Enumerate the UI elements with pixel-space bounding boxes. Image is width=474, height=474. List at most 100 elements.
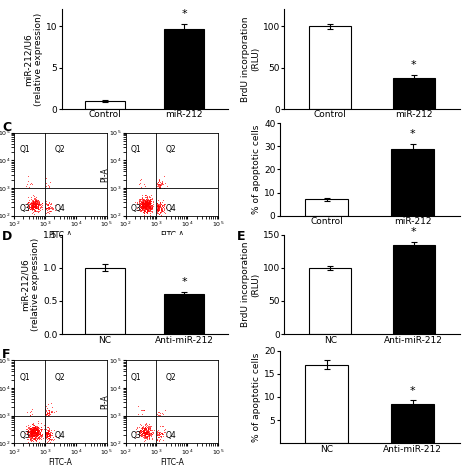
Point: [140, 197, 147, 204]
Point: [35, 427, 42, 434]
Point: [137, 428, 145, 436]
Point: [136, 195, 143, 203]
Point: [140, 427, 147, 435]
Point: [146, 198, 153, 206]
Point: [138, 200, 146, 207]
Point: [137, 430, 145, 438]
Point: [147, 429, 155, 437]
Point: [146, 199, 154, 206]
Point: [32, 428, 40, 436]
Text: Q3: Q3: [19, 204, 30, 213]
Point: [28, 204, 36, 212]
Point: [144, 206, 151, 214]
Point: [140, 204, 148, 211]
Point: [35, 201, 42, 208]
Point: [37, 436, 45, 443]
Point: [143, 433, 151, 441]
Point: [26, 431, 33, 438]
Point: [140, 428, 148, 436]
Point: [140, 200, 147, 207]
Point: [42, 429, 50, 437]
Point: [31, 201, 39, 208]
Point: [145, 425, 153, 433]
Point: [140, 200, 148, 207]
Point: [155, 175, 163, 183]
Point: [29, 201, 36, 209]
Point: [141, 198, 149, 205]
Point: [155, 210, 163, 217]
Point: [140, 434, 147, 442]
Point: [144, 199, 152, 207]
Point: [29, 429, 36, 437]
Point: [144, 430, 151, 438]
Point: [32, 430, 39, 438]
Point: [158, 429, 166, 437]
Point: [139, 203, 147, 210]
Point: [157, 206, 164, 214]
Point: [146, 424, 154, 431]
Point: [146, 205, 154, 213]
Point: [146, 196, 154, 203]
Point: [133, 205, 141, 212]
Point: [42, 410, 50, 418]
Point: [140, 201, 147, 209]
Point: [140, 430, 147, 438]
Point: [145, 199, 152, 206]
Point: [138, 429, 146, 437]
Point: [142, 195, 149, 202]
Point: [139, 201, 146, 208]
Point: [154, 202, 161, 210]
Point: [146, 203, 154, 211]
Point: [48, 429, 56, 437]
Point: [143, 426, 150, 433]
Point: [144, 200, 152, 207]
Point: [28, 427, 36, 435]
Point: [28, 197, 36, 204]
Point: [28, 432, 36, 439]
Point: [45, 209, 53, 217]
Point: [140, 207, 147, 214]
Point: [134, 424, 141, 431]
Point: [155, 178, 162, 186]
Text: D: D: [2, 230, 13, 243]
Point: [37, 425, 45, 433]
Point: [154, 205, 161, 213]
Point: [33, 429, 40, 437]
Point: [160, 204, 168, 211]
Text: *: *: [411, 60, 417, 70]
Point: [135, 197, 143, 205]
Point: [49, 435, 56, 442]
Point: [34, 425, 41, 432]
Point: [135, 202, 143, 210]
Point: [139, 204, 147, 212]
Y-axis label: % of apoptotic cells: % of apoptotic cells: [252, 352, 261, 442]
Point: [146, 202, 153, 210]
Point: [37, 426, 45, 433]
Point: [44, 427, 51, 435]
Point: [34, 202, 41, 210]
Point: [33, 197, 40, 205]
Point: [146, 199, 153, 207]
Point: [42, 434, 49, 442]
Point: [30, 207, 38, 214]
Point: [145, 206, 152, 214]
Point: [144, 202, 151, 210]
Point: [142, 429, 149, 437]
Point: [39, 434, 47, 442]
Point: [43, 431, 51, 439]
Point: [49, 437, 57, 444]
Point: [141, 196, 149, 204]
Point: [30, 206, 38, 213]
Point: [30, 199, 38, 206]
Point: [44, 428, 52, 436]
Point: [139, 196, 146, 204]
Point: [32, 430, 40, 438]
Point: [42, 429, 49, 437]
Point: [37, 201, 45, 208]
Point: [33, 431, 40, 438]
Point: [140, 203, 148, 210]
Point: [141, 199, 149, 206]
Point: [29, 427, 36, 434]
Point: [31, 430, 38, 438]
Point: [32, 204, 39, 212]
